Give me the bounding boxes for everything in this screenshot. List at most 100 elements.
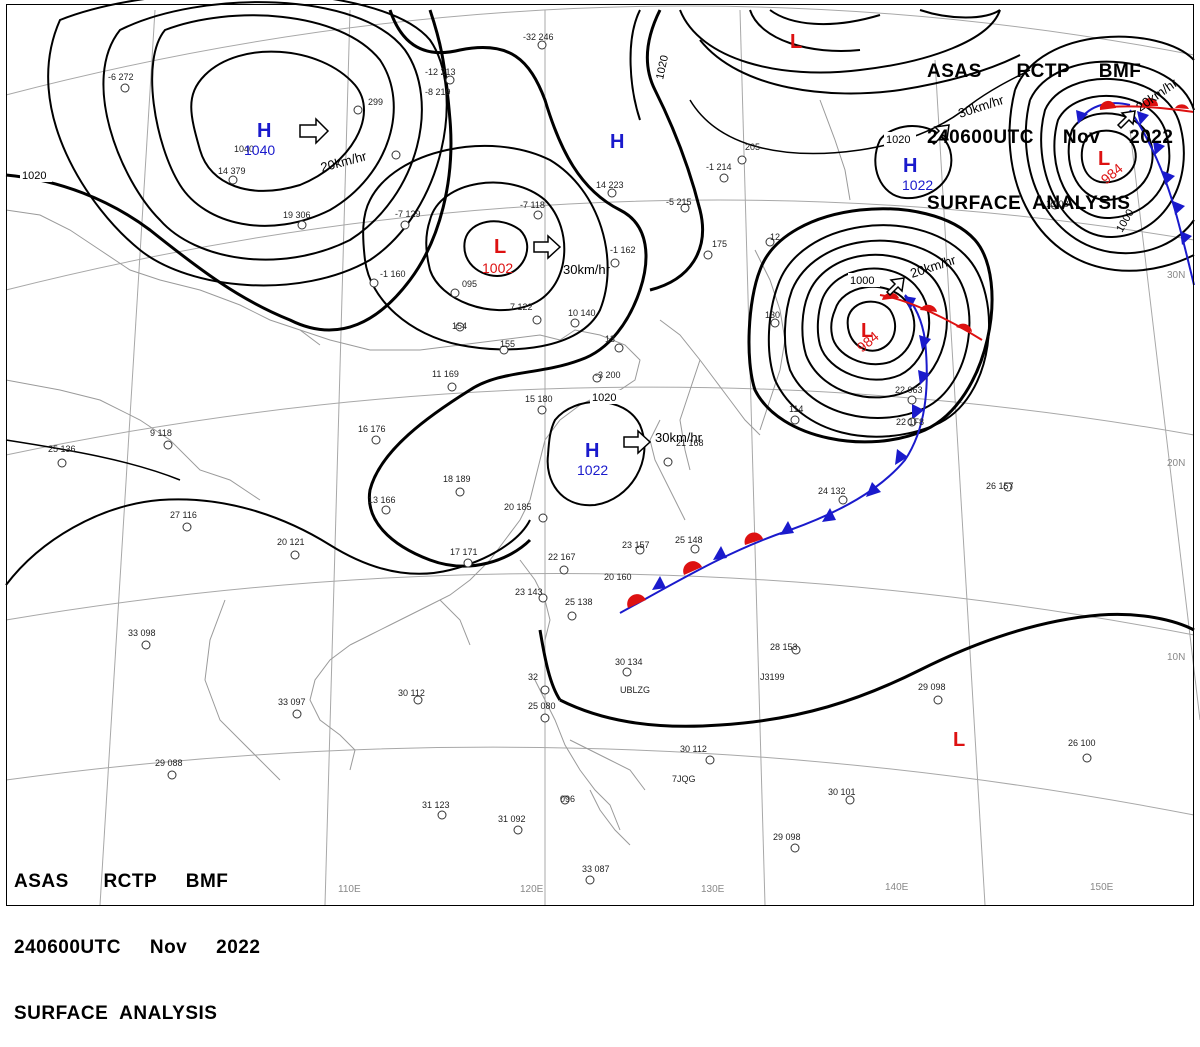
station-label: 9 118: [150, 428, 172, 438]
station-label: 095: [462, 279, 477, 289]
low-center-letter: L: [494, 236, 506, 258]
latitude-labels: 30N 20N 10N: [1167, 270, 1185, 663]
high-center-value: 1022: [902, 177, 933, 193]
station-label: 25 080: [528, 701, 556, 711]
station-markers: [57, 40, 1092, 885]
station-label: 13: [605, 334, 615, 344]
movement-label: 30km/hr: [563, 262, 611, 277]
station-label: 114: [789, 404, 803, 414]
station-label: 24 132: [818, 486, 846, 496]
station-label: -8 219: [425, 87, 451, 97]
station-label: 154: [452, 321, 467, 331]
station-label: -1 162: [610, 245, 636, 255]
station-label: 25 148: [675, 535, 703, 545]
isobar-label: 1020: [22, 170, 46, 182]
station-label: -7 118: [520, 200, 545, 210]
header-top: ASAS RCTP BMF 240600UTC Nov 2022 SURFACE…: [927, 17, 1173, 237]
high-center-letter: H: [903, 155, 917, 177]
station-label: 30 101: [828, 787, 856, 797]
station-label: 175: [712, 239, 727, 249]
station-label: J3199: [760, 672, 785, 682]
station-label: 29 098: [773, 832, 801, 842]
high-center-letter: H: [610, 131, 624, 153]
station-label: 32: [528, 672, 538, 682]
station-label: 19 306: [283, 210, 311, 220]
station-label: -3 200: [595, 370, 621, 380]
station-label: -1 214: [706, 162, 732, 172]
station-label: 20 121: [277, 537, 305, 547]
station-label: 13 166: [368, 495, 396, 505]
movement-label: 30km/hr: [655, 430, 703, 445]
station-label: 31 123: [422, 800, 450, 810]
header-top-line3: SURFACE ANALYSIS: [927, 193, 1131, 214]
station-label: 205: [745, 142, 760, 152]
station-labels: -6 272 -12 213 -32 246 299 1040 14 379 19 306 -…: [48, 32, 1096, 874]
longitude-labels: 110E 120E 130E 140E 150E: [338, 882, 1114, 895]
station-label: 21 168: [676, 438, 704, 448]
station-label: 1040: [234, 144, 254, 154]
movement-arrows: [299, 110, 1136, 455]
high-center-letter: H: [257, 120, 271, 142]
isobar-label: 1020: [654, 54, 671, 80]
latitude-label: 10N: [1167, 652, 1185, 663]
station-label: 23 157: [622, 540, 650, 550]
station-label: 33 097: [278, 697, 306, 707]
station-label: UBLZG: [620, 685, 650, 695]
station-label: 30 112: [398, 688, 425, 698]
station-label: 28 153: [770, 642, 798, 652]
station-label: 22 167: [548, 552, 576, 562]
station-label: 26 100: [1068, 738, 1096, 748]
station-label: 26 157: [986, 481, 1014, 491]
station-label: -6 272: [108, 72, 134, 82]
station-label: 16 176: [358, 424, 386, 434]
isobar-label: 1000: [850, 275, 874, 287]
station-label: 29 088: [155, 758, 183, 768]
station-label: 096: [560, 794, 575, 804]
station-label: -5 215: [666, 197, 692, 207]
header-top-line1: ASAS RCTP BMF: [927, 61, 1142, 82]
latitude-label: 20N: [1167, 458, 1185, 469]
station-label: 31 092: [498, 814, 526, 824]
weather-map: -6 272 -12 213 -32 246 299 1040 14 379 19 306 -…: [5, 0, 1200, 906]
header-top-line2: 240600UTC Nov 2022: [927, 127, 1174, 148]
station-label: 30 134: [615, 657, 643, 667]
high-center-letter: H: [585, 440, 599, 462]
station-label: 11 169: [432, 369, 459, 379]
station-label: 14 223: [596, 180, 624, 190]
station-label: -7 129: [395, 209, 421, 219]
station-label: 20 185: [504, 502, 532, 512]
station-label: 7 122: [510, 302, 533, 312]
station-label: 18 189: [443, 474, 471, 484]
high-center-value: 1040: [244, 142, 275, 158]
header-bottom-line3: SURFACE ANALYSIS: [14, 1003, 218, 1024]
station-label: 299: [368, 97, 383, 107]
longitude-label: 140E: [885, 882, 909, 893]
station-label: -32 246: [523, 32, 554, 42]
warm-front-984: [879, 292, 983, 341]
station-label: 25 138: [565, 597, 593, 607]
station-label: 25 136: [48, 444, 76, 454]
station-label: 23 143: [515, 587, 543, 597]
low-center-letter: L: [790, 31, 802, 53]
station-label: 22 063: [895, 385, 923, 395]
station-label: 14 379: [218, 166, 246, 176]
station-label: -1 160: [380, 269, 406, 279]
warm-front-northeast: [1099, 98, 1195, 113]
station-label: 155: [500, 339, 515, 349]
longitude-label: 120E: [520, 884, 544, 895]
station-label: 10 140: [568, 308, 596, 318]
low-center-letter: L: [861, 320, 873, 342]
cold-front-northeast: [1076, 102, 1195, 286]
header-bottom: ASAS RCTP BMF 240600UTC Nov 2022 SURFACE…: [14, 827, 260, 1047]
station-label: 7JQG: [672, 774, 696, 784]
station-label: 13 08: [1046, 199, 1069, 209]
low-center-letter: L: [953, 729, 965, 751]
station-label: 27 116: [170, 510, 197, 520]
header-bottom-line2: 240600UTC Nov 2022: [14, 937, 261, 958]
longitude-label: 150E: [1090, 882, 1114, 893]
station-label: 130: [765, 310, 780, 320]
station-label: -12 213: [425, 67, 456, 77]
longitude-label: 110E: [338, 884, 361, 895]
station-label: 29 098: [918, 682, 946, 692]
station-label: 33 098: [128, 628, 156, 638]
